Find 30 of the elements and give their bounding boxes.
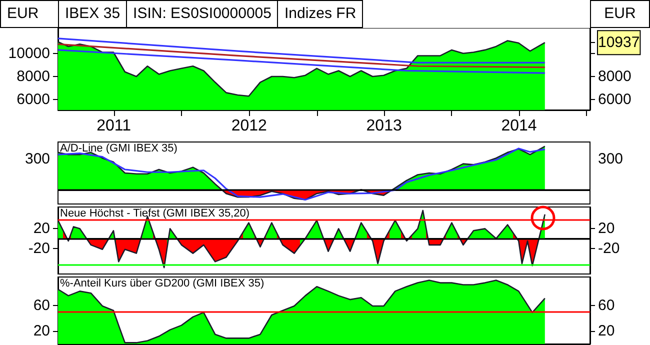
text: 300 xyxy=(24,150,50,168)
y-tick-label: -20 xyxy=(28,240,50,257)
y2-tick-label: 20 xyxy=(598,220,615,238)
text: Indizes FR xyxy=(277,0,364,28)
y-axis-title: EUR xyxy=(0,0,59,28)
y2-tick-label: 10937 xyxy=(598,34,640,52)
y-tick-label: 20 xyxy=(33,220,50,238)
chart-title: %-Anteil Kurs über GD200 (GMI IBEX 35) xyxy=(60,278,264,290)
y2-tick-label: 8000 xyxy=(598,68,632,86)
y2-tick-label: 6000 xyxy=(598,91,632,108)
y-tick-label: 8000 xyxy=(16,68,50,86)
line-series xyxy=(57,49,546,74)
y2-tick-label: 20 xyxy=(598,322,615,340)
y2-tick-label: -20 xyxy=(598,240,620,257)
chart-title: Neue Höchst - Tiefst (GMI IBEX 35,20) xyxy=(60,208,250,220)
chart-title: IBEX 35 xyxy=(58,0,128,28)
chart-title: A/D-Line (GMI IBEX 35) xyxy=(60,142,178,154)
y2-axis-title: EUR xyxy=(590,0,650,28)
y-tick-label: 6000 xyxy=(16,91,50,108)
y-tick-label: 60 xyxy=(33,296,50,314)
x-tick-label: 2012 xyxy=(231,118,268,134)
y-tick-label: 10000 xyxy=(8,44,50,62)
x-tick-label: 2014 xyxy=(501,118,537,134)
x-tick-label: 2011 xyxy=(96,118,132,134)
text: 300 xyxy=(598,150,624,168)
y2-tick-label: 60 xyxy=(598,296,615,314)
y-tick-label: 20 xyxy=(33,322,50,340)
chart-subtitle: ISIN: ES0SI0000005 xyxy=(126,0,278,28)
x-tick-label: 2013 xyxy=(366,118,402,134)
line-series xyxy=(57,43,546,68)
